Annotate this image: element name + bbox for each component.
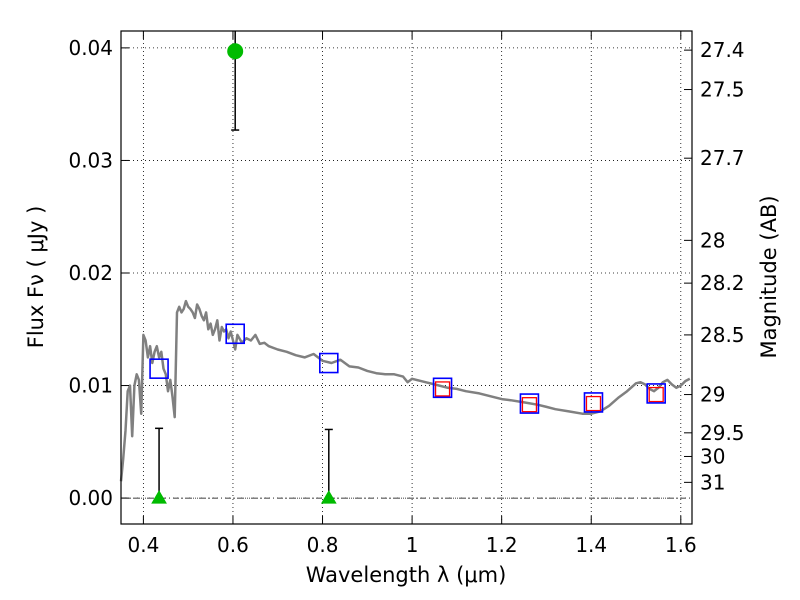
photometry-blue-square: [149, 358, 169, 379]
photometry-blue-square: [318, 352, 339, 374]
x-tick-label: 1.6: [665, 533, 697, 557]
x-tick-label: 1.2: [486, 533, 518, 557]
magnitude-tick-label: 29: [700, 383, 725, 407]
magnitude-tick-label: 28.2: [700, 271, 745, 295]
x-axis-label: Wavelength λ (μm): [306, 563, 507, 587]
axes-frame: [120, 30, 693, 525]
magnitude-tick-label: 30: [700, 444, 725, 468]
magnitude-tick-label: 28: [700, 228, 725, 252]
magnitude-tick-label: 27.4: [700, 38, 745, 62]
x-tick-label: 0.6: [217, 533, 249, 557]
x-tick-label: 0.8: [307, 533, 339, 557]
magnitude-tick-label: 29.5: [700, 421, 745, 445]
photometry-blue-square: [225, 323, 245, 345]
magnitude-tick-label: 31: [700, 470, 725, 494]
upper-limit-triangle: [151, 490, 167, 504]
y-tick-label: 0.04: [68, 36, 113, 60]
detection-circle: [227, 43, 244, 60]
x-tick-label: 0.4: [127, 533, 159, 557]
y-tick-label: 0.02: [68, 261, 113, 285]
data-layer: [119, 31, 691, 504]
grid: [121, 31, 692, 524]
photometry-red-square: [648, 386, 664, 403]
photometry-blue-square: [432, 377, 453, 399]
y-tick-label: 0.00: [68, 486, 113, 510]
sed-model-line: [119, 299, 691, 482]
y-tick-label: 0.03: [68, 148, 113, 172]
y-tick-label: 0.01: [68, 374, 113, 398]
photometry-blue-square: [519, 393, 540, 414]
magnitude-tick-label: 28.5: [700, 323, 745, 347]
upper-limit-triangle: [320, 490, 337, 504]
plot-area: [121, 31, 692, 524]
photometry-red-square: [521, 397, 538, 413]
magnitude-tick-label: 27.5: [700, 78, 745, 102]
photometry-red-square: [585, 395, 602, 412]
axes: 0.4 0.6 0.8 1 1.2 1.4 1.6 0.00 0.01 0.02 0.03 0.04 2…: [68, 30, 745, 557]
x-tick-label: 1.4: [575, 533, 607, 557]
magnitude-tick-label: 27.7: [700, 146, 745, 170]
photometry-blue-square: [583, 392, 604, 413]
x-tick-label: 1: [406, 533, 419, 557]
photometry-blue-square: [646, 383, 666, 404]
photometry-red-square: [434, 381, 451, 397]
y-axis-label: Flux Fν ( μJy ): [24, 206, 48, 349]
y-axis-right-label: Magnitude (AB): [757, 195, 781, 358]
